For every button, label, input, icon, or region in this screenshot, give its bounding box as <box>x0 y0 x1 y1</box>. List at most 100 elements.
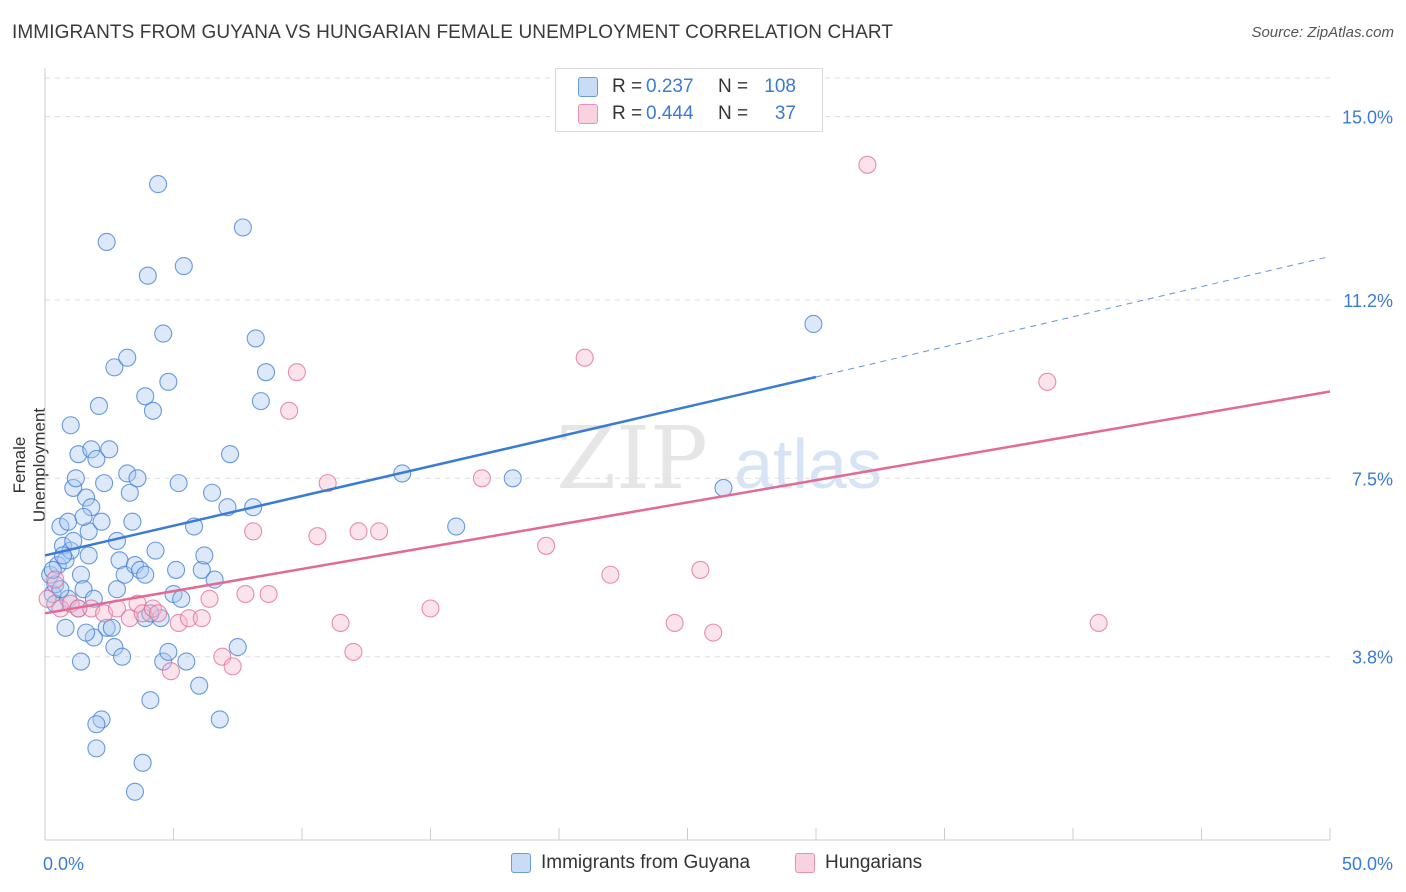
data-point-guyana <box>100 440 119 459</box>
data-point-hungarians <box>1089 613 1108 633</box>
legend-n-label: N = <box>718 76 749 97</box>
data-point-guyana <box>154 324 173 343</box>
data-point-hungarians <box>236 584 255 604</box>
legend-row-hungarians: R = 0.444 N = 37 <box>578 101 796 127</box>
chart-title: IMMIGRANTS FROM GUYANA VS HUNGARIAN FEMA… <box>12 22 894 43</box>
legend-item-hungarians[interactable]: Hungarians <box>795 852 922 874</box>
data-point-hungarians <box>200 589 219 608</box>
data-point-guyana <box>233 218 252 237</box>
data-point-guyana <box>59 512 78 531</box>
x-tick-label: 50.0% <box>1342 854 1393 874</box>
legend-n-value: 108 <box>764 76 796 97</box>
data-point-guyana <box>71 652 91 671</box>
data-point-hungarians <box>280 401 299 420</box>
data-point-guyana <box>192 560 211 579</box>
data-point-guyana <box>169 474 188 493</box>
data-point-guyana <box>804 314 823 334</box>
legend-r-value: 0.237 <box>646 76 694 97</box>
data-point-guyana <box>82 498 101 517</box>
data-point-guyana <box>128 469 147 488</box>
data-point-hungarians <box>169 613 188 633</box>
legend-n-label: N = <box>718 103 749 124</box>
data-point-guyana <box>131 560 150 579</box>
legend-item-guyana[interactable]: Immigrants from Guyana <box>511 852 750 874</box>
data-point-guyana <box>97 618 116 637</box>
data-point-guyana <box>172 589 191 608</box>
data-point-guyana <box>87 449 106 469</box>
data-point-guyana <box>41 565 60 584</box>
data-point-guyana <box>203 483 222 502</box>
data-point-guyana <box>138 266 157 285</box>
data-point-guyana <box>123 512 142 531</box>
data-point-guyana <box>149 175 168 194</box>
data-point-guyana <box>714 478 733 497</box>
data-point-guyana <box>195 546 214 565</box>
data-point-hungarians <box>244 522 263 541</box>
data-point-guyana <box>97 232 116 252</box>
data-point-guyana <box>92 512 111 531</box>
data-point-hungarians <box>179 609 198 628</box>
data-point-guyana <box>141 604 160 623</box>
series-legend: Immigrants from Guyana Hungarians <box>0 852 1406 878</box>
data-point-hungarians <box>421 599 440 618</box>
data-point-guyana <box>177 652 196 671</box>
data-point-guyana <box>79 546 98 565</box>
legend-r-value: 0.444 <box>646 103 694 124</box>
data-point-guyana <box>136 387 155 406</box>
data-point-guyana <box>246 329 265 348</box>
y-tick-label: 15.0% <box>1342 108 1393 128</box>
data-point-hungarians <box>161 662 180 681</box>
data-point-guyana <box>66 469 85 488</box>
data-point-guyana <box>251 392 270 411</box>
data-point-guyana <box>146 541 165 560</box>
data-point-guyana <box>77 623 96 642</box>
data-point-hungarians <box>308 527 327 546</box>
data-point-hungarians <box>46 570 65 589</box>
data-point-guyana <box>89 396 109 415</box>
data-point-guyana <box>125 782 144 801</box>
data-point-hungarians <box>259 584 278 604</box>
data-point-guyana <box>118 348 137 367</box>
data-point-hungarians <box>858 155 877 174</box>
data-point-guyana <box>87 739 106 758</box>
data-point-guyana <box>95 474 114 493</box>
data-point-guyana <box>77 488 96 507</box>
data-point-hungarians <box>344 642 363 661</box>
data-point-guyana <box>79 522 98 541</box>
data-point-guyana <box>107 580 127 599</box>
data-point-guyana <box>118 464 137 483</box>
trendline-guyana-extension <box>815 255 1331 378</box>
data-point-guyana <box>113 647 132 666</box>
data-point-guyana <box>56 618 75 637</box>
legend-swatch-blue <box>578 77 598 97</box>
trendline-guyana <box>44 375 817 557</box>
y-tick-label: 7.5% <box>1352 469 1393 489</box>
data-point-guyana <box>167 560 186 579</box>
data-point-guyana <box>133 753 152 772</box>
data-point-hungarians <box>665 613 684 633</box>
data-point-guyana <box>447 517 466 536</box>
data-point-guyana <box>136 565 155 584</box>
data-point-guyana <box>210 710 229 729</box>
legend-n-value: 37 <box>774 103 796 124</box>
legend-r-label: R = <box>612 103 643 124</box>
legend-row-guyana: R = 0.237 N = 108 <box>578 74 796 100</box>
data-point-guyana <box>190 676 209 695</box>
data-point-guyana <box>102 618 121 637</box>
data-point-hungarians <box>149 604 168 623</box>
data-point-guyana <box>159 642 178 661</box>
data-point-hungarians <box>601 565 620 584</box>
legend-r-label: R = <box>612 76 643 97</box>
data-point-hungarians <box>38 589 57 608</box>
data-point-hungarians <box>537 536 556 555</box>
chart-source: Source: ZipAtlas.com <box>1251 24 1394 41</box>
data-point-guyana <box>174 257 193 276</box>
data-point-hungarians <box>472 469 491 488</box>
trendline-hungarians <box>44 390 1331 615</box>
data-point-hungarians <box>575 348 594 367</box>
legend-swatch-blue <box>511 853 531 873</box>
data-point-guyana <box>228 638 247 657</box>
data-point-hungarians <box>287 363 306 382</box>
data-point-guyana <box>46 575 65 594</box>
data-point-hungarians <box>331 613 350 633</box>
